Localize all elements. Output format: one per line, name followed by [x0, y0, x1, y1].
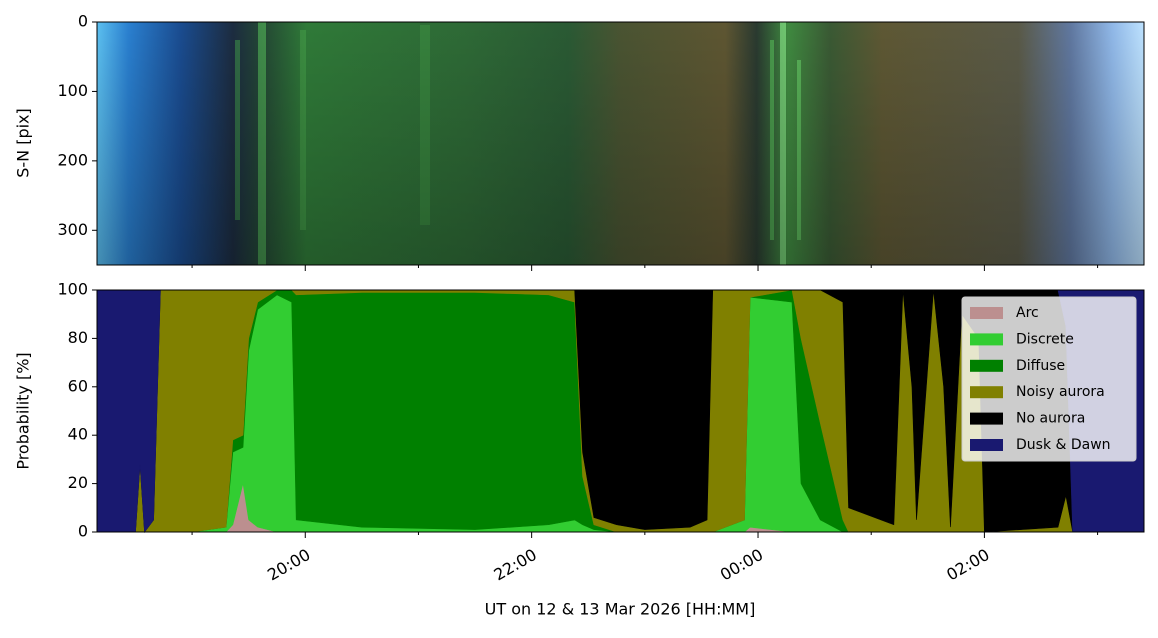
stack-areas	[96, 289, 1145, 533]
legend-label: Arc	[1016, 305, 1039, 321]
legend	[961, 296, 1137, 462]
legend-label: Dusk & Dawn	[1016, 437, 1111, 453]
keogram-image	[97, 22, 1144, 265]
legend-label: Diffuse	[1016, 358, 1065, 374]
y-tick-label: 0	[78, 522, 88, 541]
x-tick-label: 02:00	[943, 545, 992, 585]
legend-swatch	[970, 439, 1003, 451]
legend-swatch	[970, 359, 1003, 372]
x-tick-label: 00:00	[717, 545, 766, 585]
y-tick-label: 0	[78, 12, 88, 31]
legend-swatch	[970, 386, 1003, 399]
legend-swatch	[970, 333, 1003, 346]
top-axes-frame	[96, 21, 1145, 266]
legend-label: Discrete	[1016, 331, 1074, 347]
y-tick-label: 100	[57, 280, 88, 299]
x-tick-label: 20:00	[264, 545, 313, 585]
y-tick-label: 100	[57, 81, 88, 100]
y-axis-label: Probability [%]	[14, 352, 33, 469]
legend-label: Noisy aurora	[1016, 384, 1105, 400]
x-axis-label: UT on 12 & 13 Mar 2026 [HH:MM]	[485, 600, 756, 619]
bottom-axes-frame	[96, 289, 1145, 533]
legend-swatch	[970, 307, 1003, 319]
x-tick-label: 22:00	[490, 545, 539, 585]
y-tick-label: 20	[68, 473, 88, 492]
y-tick-label: 80	[68, 328, 88, 347]
y-tick-label: 60	[68, 376, 88, 395]
y-tick-label: 40	[68, 425, 88, 444]
legend-label: No aurora	[1016, 411, 1085, 427]
y-tick-label: 200	[57, 150, 88, 169]
y-axis-label: S-N [pix]	[14, 108, 33, 178]
legend-swatch	[970, 412, 1003, 425]
y-tick-label: 300	[57, 220, 88, 239]
